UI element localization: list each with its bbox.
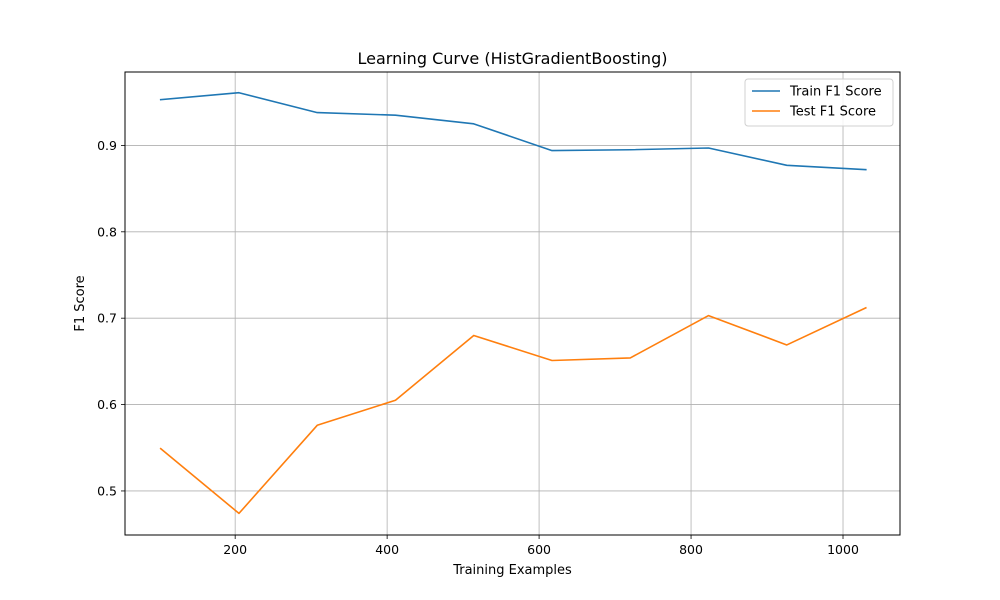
y-axis-ticks: 0.5 0.6 0.7 0.8 0.9 <box>97 138 125 498</box>
plot-area-frame <box>124 71 901 536</box>
x-tick-label: 400 <box>375 542 399 557</box>
legend-label: Test F1 Score <box>789 105 876 120</box>
y-tick-label: 0.6 <box>97 397 117 412</box>
y-axis-label: F1 Score <box>73 275 88 331</box>
y-tick-label: 0.5 <box>97 483 117 498</box>
grid <box>125 72 900 535</box>
series-line-0 <box>159 91 867 171</box>
legend: Train F1 Score Test F1 Score <box>744 78 894 127</box>
y-tick-label: 0.7 <box>97 311 117 326</box>
x-tick-label: 1000 <box>827 542 859 557</box>
legend-box <box>744 78 894 127</box>
y-tick-label: 0.9 <box>97 138 117 153</box>
x-tick-label: 800 <box>679 542 703 557</box>
legend-label: Train F1 Score <box>789 85 882 100</box>
x-axis-ticks: 200 400 600 800 1000 <box>223 535 859 557</box>
chart-title: Learning Curve (HistGradientBoosting) <box>358 49 668 68</box>
x-axis-label: Training Examples <box>452 563 572 578</box>
series-line-1 <box>159 306 867 515</box>
series-lines <box>159 91 867 515</box>
x-tick-label: 600 <box>527 542 551 557</box>
x-tick-label: 200 <box>223 542 247 557</box>
y-tick-label: 0.8 <box>97 224 117 239</box>
